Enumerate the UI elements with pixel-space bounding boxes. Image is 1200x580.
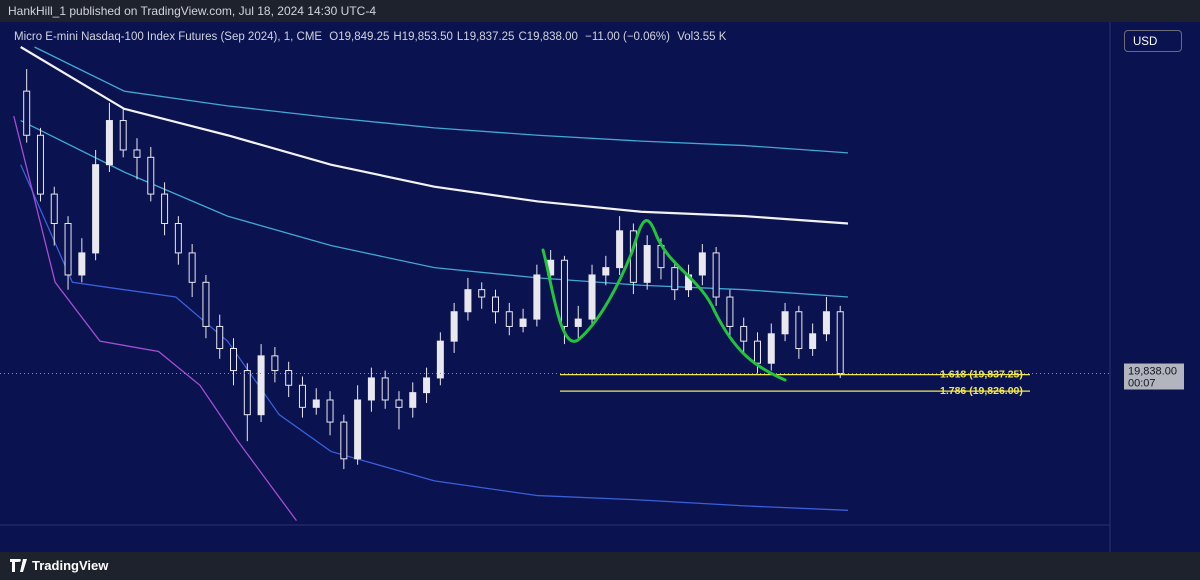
candle-body: [464, 289, 472, 313]
candle-body: [285, 370, 293, 386]
candle-body: [23, 90, 31, 136]
candle-body: [436, 340, 444, 379]
candle-body: [588, 274, 596, 320]
candle-body: [230, 348, 238, 372]
candle-body: [781, 311, 789, 335]
candle-body: [712, 252, 720, 298]
ohlc-value: 19,837.25: [463, 31, 515, 43]
brand: TradingView: [32, 558, 109, 573]
candle-body: [726, 296, 734, 327]
change: −11.00 (−0.06%): [585, 31, 670, 43]
candle-body: [767, 333, 775, 364]
ohlc-key: C: [518, 31, 527, 43]
candle-body: [50, 193, 58, 224]
candle-body: [271, 355, 279, 372]
candle-body: [753, 340, 761, 364]
candle-body: [326, 399, 334, 423]
candle-body: [312, 399, 320, 408]
last-price-box: [1124, 363, 1184, 390]
volume-key: Vol: [677, 31, 694, 43]
candle-body: [423, 377, 431, 394]
candle-body: [161, 193, 169, 224]
moving-average: [20, 164, 849, 511]
candle-body: [340, 421, 348, 460]
volume-value: 3.55 K: [693, 31, 727, 43]
ohlc-value: 19,838.00: [526, 31, 578, 43]
candle-body: [147, 156, 155, 195]
moving-average: [13, 115, 297, 521]
legend: Micro E-mini Nasdaq-100 Index Futures (S…: [14, 31, 726, 43]
candle-body: [643, 245, 651, 283]
symbol: Micro E-mini Nasdaq-100 Index Futures (S…: [14, 31, 323, 43]
last-price-label: 19,838.00: [1128, 365, 1177, 377]
moving-average: [34, 46, 849, 154]
candle-body: [836, 311, 844, 375]
ohlc-key: H: [393, 31, 402, 43]
ohlc-key: L: [456, 31, 464, 43]
candle-body: [409, 392, 417, 408]
candle-body: [78, 252, 86, 276]
moving-average: [20, 46, 849, 225]
candle-body: [671, 267, 679, 291]
candle-body: [698, 252, 706, 276]
candle-body: [795, 311, 803, 350]
candle-body: [492, 296, 500, 313]
candle-body: [395, 399, 403, 408]
candle-body: [133, 149, 141, 158]
candle-body: [202, 281, 210, 327]
header-bar: HankHill_1 published on TradingView.com,…: [0, 0, 1200, 22]
ohlc-value: 19,853.50: [401, 31, 453, 43]
candle-body: [36, 134, 44, 195]
countdown: 00:07: [1128, 377, 1156, 389]
candle-body: [216, 325, 224, 350]
candle-body: [367, 377, 375, 401]
candle-body: [119, 120, 127, 151]
currency-button[interactable]: USD: [1124, 30, 1182, 52]
plot-background: [0, 22, 1200, 552]
candle-body: [505, 311, 513, 327]
candle-body: [822, 311, 830, 335]
candle-body: [257, 355, 265, 416]
candle-body: [64, 222, 72, 276]
candle-body: [616, 230, 624, 269]
candle-body: [243, 370, 251, 416]
ohlc-key: O: [329, 31, 339, 43]
candle-body: [105, 120, 113, 166]
candle-body: [560, 259, 568, 327]
fib-label: 1.618 (19,837.25): [940, 368, 1023, 380]
candle-body: [92, 164, 100, 254]
candle-body: [602, 267, 610, 276]
hand-drawn-annotation: [541, 219, 787, 382]
candle-body: [519, 318, 527, 327]
candle-body: [740, 325, 748, 342]
ohlc-value: 19,849.25: [338, 31, 390, 43]
candle-body: [381, 377, 389, 401]
candle-body: [354, 399, 362, 460]
candle-body: [809, 333, 817, 350]
footer-bar: TradingView: [0, 552, 1200, 580]
fib-label: 1.786 (19,826.00): [940, 385, 1023, 397]
candle-body: [450, 311, 458, 342]
candle-body: [188, 252, 196, 283]
candle-body: [533, 274, 541, 320]
candle-body: [574, 318, 582, 327]
moving-average: [20, 119, 849, 298]
published-note: HankHill_1 published on TradingView.com,…: [8, 4, 376, 18]
candle-body: [174, 222, 182, 254]
candle-body: [298, 384, 306, 408]
chart: 1.618 (19,837.25) 1.786 (19,826.00) 19,83…: [0, 22, 1200, 552]
candle-body: [478, 289, 486, 298]
brand-logo: [10, 559, 27, 572]
